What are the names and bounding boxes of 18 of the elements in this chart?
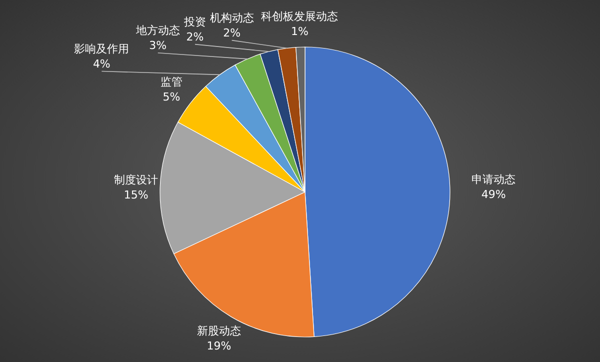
slice-label: 影响及作用 [74, 42, 130, 56]
slice-label: 科创板发展动态 [261, 10, 338, 24]
data-label: 3% [149, 38, 167, 52]
data-label: 5% [162, 90, 180, 104]
slice-label: 投资 [182, 15, 206, 28]
data-label: 2% [186, 30, 204, 44]
slice-label: 新股动态 [196, 324, 241, 338]
data-label: 19% [206, 339, 232, 352]
slice-label: 申请动态 [472, 173, 516, 186]
data-label: 49% [481, 188, 506, 202]
slice-label: 制度设计 [114, 174, 158, 187]
data-label: 15% [124, 188, 148, 202]
slice-label: 监管 [160, 75, 182, 88]
slice-label: 地方动态 [134, 24, 180, 37]
data-label: 2% [223, 26, 241, 40]
slice-label: 机构动态 [210, 11, 254, 24]
data-label: 4% [92, 57, 110, 70]
data-label: 1% [290, 25, 308, 38]
